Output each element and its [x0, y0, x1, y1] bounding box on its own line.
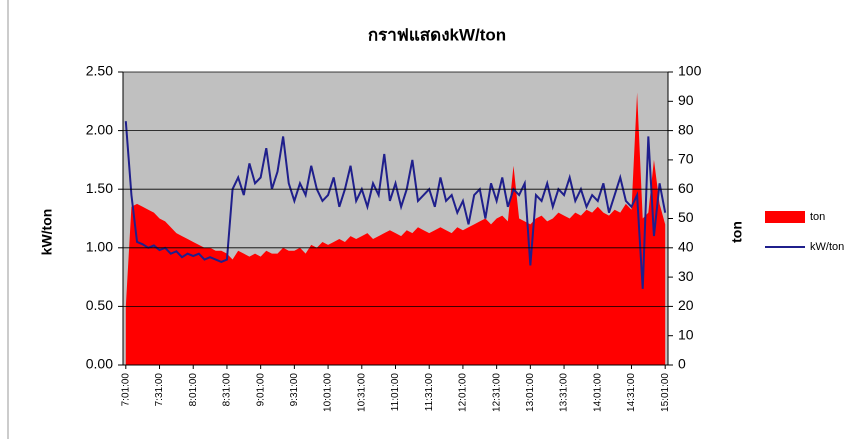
y2-tick-label: 60 — [678, 180, 694, 196]
x-tick-label: 9:31:00 — [289, 373, 300, 407]
legend-label: kW/ton — [810, 241, 844, 253]
x-tick-label: 9:01:00 — [255, 373, 266, 407]
y-axis-title: kW/ton — [39, 209, 55, 256]
x-tick-label: 14:31:00 — [626, 373, 637, 412]
y2-tick-label: 30 — [678, 268, 694, 284]
x-tick-label: 10:31:00 — [356, 373, 367, 412]
x-tick-label: 11:31:00 — [424, 373, 435, 412]
ton-area — [125, 92, 666, 365]
x-tick-label: 12:01:00 — [458, 373, 469, 412]
y2-tick-label: 100 — [678, 63, 702, 79]
x-tick-label: 12:31:00 — [491, 373, 502, 412]
y2-tick-label: 10 — [678, 326, 694, 342]
x-tick-label: 13:01:00 — [525, 373, 536, 412]
y-tick-label: 0.00 — [86, 356, 113, 372]
x-tick-label: 8:31:00 — [222, 373, 233, 407]
y-tick-label: 0.50 — [86, 297, 113, 313]
y2-tick-label: 70 — [678, 151, 694, 167]
legend-swatch — [765, 211, 805, 223]
y2-tick-label: 20 — [678, 297, 694, 313]
x-tick-label: 7:01:00 — [120, 373, 131, 407]
legend-label: ton — [810, 211, 825, 223]
y-tick-label: 2.00 — [86, 121, 113, 137]
x-tick-label: 13:31:00 — [559, 373, 570, 412]
x-tick-label: 7:31:00 — [154, 373, 165, 407]
chart-title: กราฟแสดงkW/ton — [368, 25, 506, 44]
y-tick-label: 1.00 — [86, 239, 113, 255]
y2-tick-label: 80 — [678, 121, 694, 137]
y2-axis-title: ton — [729, 221, 745, 243]
y-tick-label: 1.50 — [86, 180, 113, 196]
x-tick-label: 11:01:00 — [390, 373, 401, 412]
y2-tick-label: 40 — [678, 239, 694, 255]
x-tick-label: 15:01:00 — [660, 373, 671, 412]
x-tick-label: 10:01:00 — [323, 373, 334, 412]
x-tick-label: 8:01:00 — [188, 373, 199, 407]
kw-line — [124, 121, 667, 289]
y-tick-label: 2.50 — [86, 63, 113, 79]
y2-tick-label: 90 — [678, 92, 694, 108]
y2-tick-label: 0 — [678, 356, 686, 372]
x-tick-label: 14:01:00 — [592, 373, 603, 412]
y2-tick-label: 50 — [678, 209, 694, 225]
